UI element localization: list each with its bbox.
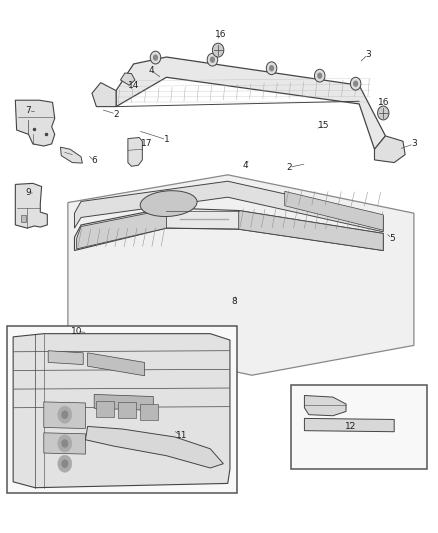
Polygon shape	[74, 208, 383, 251]
Circle shape	[207, 53, 218, 66]
Polygon shape	[21, 215, 26, 222]
Circle shape	[153, 54, 158, 61]
Polygon shape	[44, 433, 85, 454]
Polygon shape	[128, 138, 142, 166]
Circle shape	[150, 51, 161, 64]
Circle shape	[58, 435, 72, 452]
Circle shape	[61, 439, 68, 448]
Polygon shape	[92, 83, 116, 107]
Text: 17: 17	[141, 140, 152, 148]
Polygon shape	[15, 100, 55, 146]
Text: 2: 2	[113, 110, 119, 118]
Polygon shape	[13, 334, 230, 488]
Text: 4: 4	[148, 66, 154, 75]
Polygon shape	[96, 401, 114, 417]
Circle shape	[266, 62, 277, 75]
Polygon shape	[77, 209, 166, 249]
Polygon shape	[140, 404, 158, 420]
Polygon shape	[48, 351, 83, 365]
Circle shape	[314, 69, 325, 82]
Polygon shape	[68, 175, 414, 375]
Text: 9: 9	[25, 189, 32, 197]
Text: 5: 5	[389, 234, 395, 243]
Polygon shape	[304, 418, 394, 432]
Polygon shape	[304, 395, 346, 416]
Text: 15: 15	[318, 122, 330, 130]
Text: 12: 12	[345, 422, 356, 431]
Polygon shape	[285, 191, 383, 230]
Circle shape	[378, 106, 389, 120]
Circle shape	[58, 406, 72, 423]
Polygon shape	[239, 211, 383, 251]
Polygon shape	[291, 385, 427, 469]
Text: 4: 4	[243, 161, 248, 169]
Text: 6: 6	[91, 157, 97, 165]
Circle shape	[58, 455, 72, 472]
Text: 8: 8	[231, 297, 237, 306]
Circle shape	[61, 459, 68, 468]
Polygon shape	[85, 426, 223, 468]
Ellipse shape	[140, 191, 197, 216]
Circle shape	[350, 77, 361, 90]
Polygon shape	[120, 73, 135, 85]
Polygon shape	[374, 136, 405, 163]
Circle shape	[61, 410, 68, 419]
Text: 1: 1	[163, 135, 170, 144]
Text: 11: 11	[176, 432, 187, 440]
Text: 10: 10	[71, 327, 82, 336]
Polygon shape	[88, 353, 145, 376]
Circle shape	[212, 43, 224, 57]
Text: 2: 2	[286, 163, 292, 172]
Polygon shape	[44, 402, 85, 429]
Polygon shape	[116, 57, 385, 149]
Text: 16: 16	[378, 98, 389, 107]
Text: 3: 3	[411, 140, 417, 148]
Text: 3: 3	[365, 50, 371, 59]
Polygon shape	[60, 147, 82, 163]
Polygon shape	[15, 183, 47, 228]
Polygon shape	[94, 394, 153, 410]
Polygon shape	[7, 326, 237, 493]
Circle shape	[353, 80, 358, 87]
Polygon shape	[74, 181, 383, 232]
Circle shape	[269, 65, 274, 71]
Circle shape	[210, 56, 215, 63]
Circle shape	[317, 72, 322, 79]
Text: 16: 16	[215, 30, 227, 38]
Polygon shape	[118, 402, 136, 418]
Text: 7: 7	[25, 107, 32, 115]
Text: 14: 14	[128, 82, 139, 90]
